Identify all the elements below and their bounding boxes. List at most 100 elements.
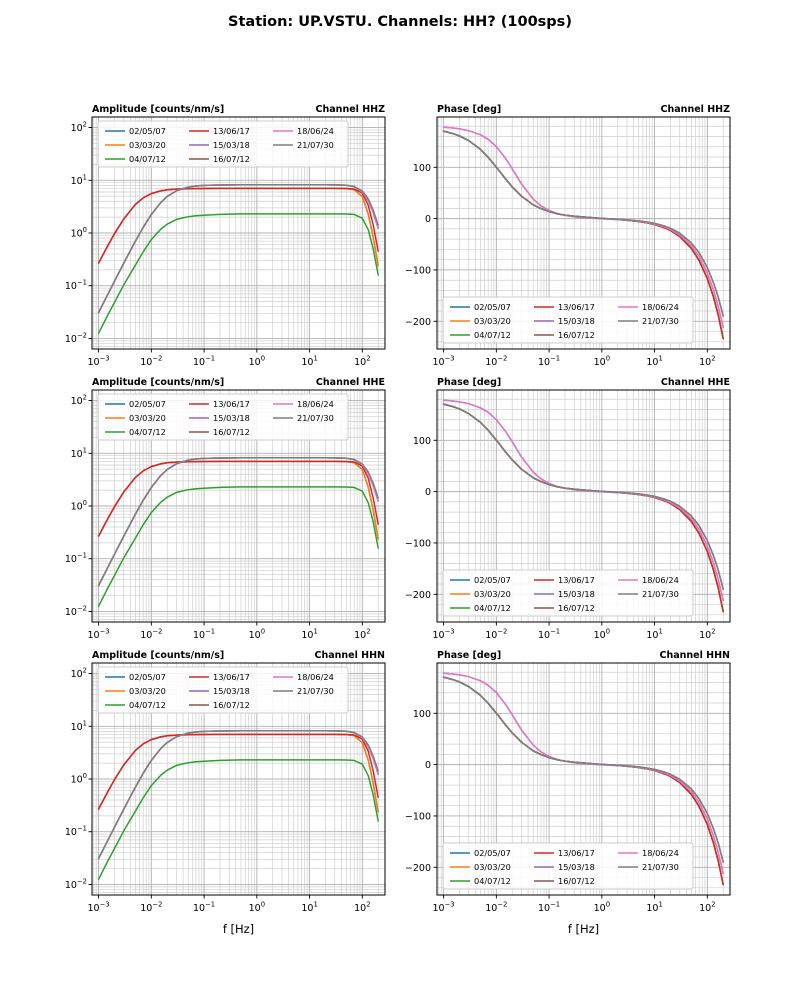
tick-label: 101 bbox=[71, 446, 87, 460]
series-line-16-07-12 bbox=[442, 130, 724, 317]
tick-label: 102 bbox=[71, 121, 87, 135]
legend-label: 21/07/30 bbox=[297, 413, 334, 423]
tick-label: 100 bbox=[249, 901, 265, 915]
tick-label: 10−3 bbox=[88, 628, 110, 642]
legend-label: 13/06/17 bbox=[558, 575, 595, 585]
figure-title: Station: UP.VSTU. Channels: HH? (100sps) bbox=[228, 14, 572, 30]
legend: 02/05/07 03/03/20 04/07/12 13/06/17 15/03/18… bbox=[97, 120, 349, 168]
x-axis: 10−3 10−2 10−1 100 101 102 bbox=[433, 622, 716, 641]
legend-label: 03/03/20 bbox=[129, 686, 166, 696]
legend-label: 13/06/17 bbox=[558, 848, 595, 858]
x-axis-label: f [Hz] bbox=[568, 922, 599, 936]
tick-label: 102 bbox=[354, 628, 370, 642]
legend: 02/05/07 03/03/20 04/07/12 13/06/17 15/03/18… bbox=[442, 569, 694, 617]
chart-amplitude-hhn: 10−3 10−2 10−1 100 101 10210−210−1100101102Am… bbox=[65, 650, 386, 936]
legend-label: 04/07/12 bbox=[474, 330, 511, 340]
series-line-04-07-12 bbox=[97, 213, 379, 334]
legend-label: 15/03/18 bbox=[558, 316, 595, 326]
tick-label: −100 bbox=[405, 811, 431, 822]
tick-label: 101 bbox=[301, 355, 317, 369]
tick-label: 10−1 bbox=[65, 552, 87, 566]
tick-label: 101 bbox=[301, 628, 317, 642]
legend-label: 13/06/17 bbox=[558, 302, 595, 312]
subplot-phase-hhn: 10−3 10−2 10−1 100 101 102 −200 −100 0 100 Phase [… bbox=[382, 649, 736, 944]
tick-label: 101 bbox=[646, 628, 662, 642]
tick-label: 100 bbox=[71, 499, 87, 513]
subplot-title-left: Phase [deg] bbox=[437, 650, 501, 661]
series-line-21-07-30 bbox=[97, 184, 379, 314]
tick-label: −100 bbox=[405, 538, 431, 549]
legend-box bbox=[442, 569, 694, 617]
subplot-title-left: Phase [deg] bbox=[437, 104, 501, 115]
legend-label: 21/07/30 bbox=[642, 316, 679, 326]
tick-label: 101 bbox=[71, 173, 87, 187]
legend: 02/05/07 03/03/20 04/07/12 13/06/17 15/03/18… bbox=[442, 842, 694, 890]
x-axis: 10−3 10−2 10−1 100 101 102 bbox=[433, 895, 716, 914]
legend-label: 21/07/30 bbox=[297, 686, 334, 696]
legend-label: 18/06/24 bbox=[297, 399, 334, 409]
series-line-13-06-17 bbox=[97, 733, 379, 810]
legend-label: 16/07/12 bbox=[213, 700, 250, 710]
chart-phase-hhz: 10−3 10−2 10−1 100 101 102 −200 −100 0 100 Phase [… bbox=[405, 104, 731, 368]
tick-label: 10−3 bbox=[433, 901, 455, 915]
series-line-16-07-12 bbox=[442, 403, 724, 590]
tick-label: 102 bbox=[699, 355, 715, 369]
tick-label: 10−2 bbox=[65, 604, 87, 618]
tick-label: 102 bbox=[699, 628, 715, 642]
x-axis: 10−3 10−2 10−1 100 101 102 bbox=[433, 349, 716, 368]
series-line-13-06-17 bbox=[97, 460, 379, 537]
legend-label: 15/03/18 bbox=[558, 589, 595, 599]
legend-label: 18/06/24 bbox=[297, 126, 334, 136]
tick-label: 100 bbox=[71, 772, 87, 786]
legend: 02/05/07 03/03/20 04/07/12 13/06/17 15/03/18… bbox=[97, 666, 349, 714]
legend-box bbox=[442, 842, 694, 890]
tick-label: 0 bbox=[425, 760, 431, 771]
subplot-phase-hhe: 10−3 10−2 10−1 100 101 102 −200 −100 0 100 Phase [… bbox=[382, 376, 736, 671]
subplot-amplitude-hhn: 10−3 10−2 10−1 100 101 102 10−2 10−1 100 101 102 Am… bbox=[37, 649, 391, 944]
tick-label: 0 bbox=[425, 214, 431, 225]
subplot-amplitude-hhz: 10−3 10−2 10−1 100 101 102 10−2 10−1 100 101 102 Am… bbox=[37, 103, 391, 398]
legend-label: 03/03/20 bbox=[129, 140, 166, 150]
legend-label: 04/07/12 bbox=[474, 603, 511, 613]
legend-box bbox=[97, 120, 349, 168]
tick-label: 10−1 bbox=[193, 355, 215, 369]
x-axis: 10−3 10−2 10−1 100 101 102 bbox=[88, 349, 371, 368]
legend-label: 02/05/07 bbox=[474, 302, 511, 312]
tick-label: 101 bbox=[301, 901, 317, 915]
y-axis: 10−2 10−1 100 101 102 bbox=[65, 667, 92, 891]
y-axis: −200 −100 0 100 bbox=[405, 436, 437, 601]
tick-label: −100 bbox=[405, 265, 431, 276]
tick-label: 101 bbox=[71, 719, 87, 733]
tick-label: 10−2 bbox=[485, 901, 507, 915]
series-line-16-07-12 bbox=[442, 676, 724, 863]
x-axis: 10−3 10−2 10−1 100 101 102 bbox=[88, 622, 371, 641]
subplot-phase-hhz: 10−3 10−2 10−1 100 101 102 −200 −100 0 100 Phase [… bbox=[382, 103, 736, 398]
legend-label: 21/07/30 bbox=[642, 862, 679, 872]
tick-label: 102 bbox=[354, 901, 370, 915]
tick-label: 100 bbox=[249, 355, 265, 369]
x-axis: 10−3 10−2 10−1 100 101 102 bbox=[88, 895, 371, 914]
subplot-title-right: Channel HHN bbox=[659, 650, 730, 661]
tick-label: 10−2 bbox=[65, 331, 87, 345]
tick-label: −200 bbox=[405, 863, 431, 874]
tick-label: 10−2 bbox=[140, 355, 162, 369]
subplot-title-left: Phase [deg] bbox=[437, 377, 501, 388]
legend-label: 02/05/07 bbox=[129, 399, 166, 409]
tick-label: 10−1 bbox=[193, 901, 215, 915]
legend-label: 16/07/12 bbox=[558, 603, 595, 613]
subplot-title-right: Channel HHZ bbox=[661, 104, 731, 115]
legend-box bbox=[442, 296, 694, 344]
legend-label: 18/06/24 bbox=[642, 575, 679, 585]
tick-label: 10−3 bbox=[88, 355, 110, 369]
series-lines bbox=[442, 126, 724, 340]
tick-label: 0 bbox=[425, 487, 431, 498]
tick-label: 102 bbox=[71, 667, 87, 681]
y-axis: −200 −100 0 100 bbox=[405, 163, 437, 328]
series-line-04-07-12 bbox=[97, 759, 379, 880]
tick-label: 100 bbox=[413, 436, 431, 447]
legend-label: 02/05/07 bbox=[129, 126, 166, 136]
legend-label: 03/03/20 bbox=[474, 862, 511, 872]
series-line-21-07-30 bbox=[97, 730, 379, 860]
tick-label: 10−1 bbox=[538, 628, 560, 642]
